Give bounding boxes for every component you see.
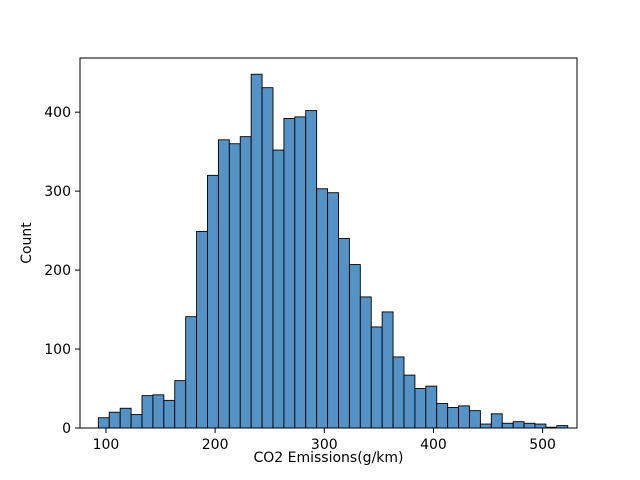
histogram-bar (261, 87, 274, 429)
histogram-bar (425, 385, 438, 429)
y-tick-label: 300 (44, 184, 71, 200)
histogram-bar (130, 414, 143, 429)
histogram-bar (283, 118, 296, 429)
histogram-bar (250, 73, 263, 429)
histogram-bar (228, 143, 241, 429)
y-tick-label: 100 (44, 342, 71, 358)
plot-border (79, 57, 578, 429)
histogram-bar (97, 417, 110, 429)
histogram-bar (479, 423, 492, 429)
histogram-bar (185, 316, 198, 429)
histogram-bar (458, 405, 470, 429)
histogram-bar (119, 407, 132, 429)
histogram-bar (403, 374, 416, 429)
x-tick-label: 300 (311, 437, 338, 453)
y-tick-label: 400 (44, 105, 71, 121)
histogram-bar (108, 411, 121, 429)
x-axis-label: CO2 Emissions(g/km) (253, 450, 403, 466)
histogram-bar (316, 188, 329, 429)
histogram-bar (348, 264, 361, 429)
histogram-bar (447, 407, 460, 429)
histogram-bar (152, 394, 165, 429)
histogram-bar (359, 296, 372, 429)
histogram-bar (174, 380, 187, 429)
y-tick-label: 200 (44, 263, 71, 279)
histogram-bar (436, 403, 449, 429)
ticks-layer: 100 200 300 400 500 0 100 200 300 400 (44, 105, 556, 453)
histogram-bar (534, 423, 547, 429)
histogram-bar (294, 116, 307, 429)
x-tick-label: 500 (529, 437, 556, 453)
histogram-bar (163, 399, 176, 429)
x-tick-label: 400 (420, 437, 447, 453)
histogram-bar (501, 422, 514, 429)
y-axis-label: Count (19, 222, 35, 264)
y-tick-label: 0 (62, 421, 71, 437)
histogram-bar (381, 311, 394, 429)
histogram-bar (523, 422, 536, 429)
histogram-bar (512, 421, 525, 429)
histogram-bar (272, 149, 285, 429)
histogram-bar (239, 136, 252, 429)
histogram-bar (207, 174, 219, 429)
x-tick-label: 200 (202, 437, 229, 453)
histogram-bar (414, 388, 427, 429)
histogram-bar (490, 413, 503, 429)
histogram-bar (217, 139, 230, 429)
histogram-bar (305, 110, 318, 429)
histogram-bar (370, 326, 383, 429)
histogram-bar (141, 395, 154, 429)
x-tick-label: 100 (93, 437, 120, 453)
histogram-bar (338, 238, 350, 429)
histogram-bar (469, 410, 481, 429)
histogram-bar (327, 192, 339, 429)
histogram-bar (392, 356, 405, 429)
histogram-bar (196, 230, 208, 429)
